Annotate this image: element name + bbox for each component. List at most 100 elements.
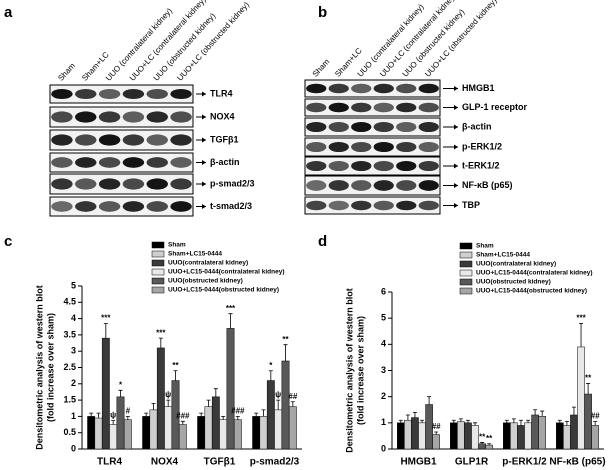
legend-label: UUO(obstructed kidney)	[476, 279, 551, 286]
band	[351, 83, 372, 94]
band	[98, 178, 121, 190]
legend-label: Sham+LC15-0444	[476, 252, 530, 259]
significance: #	[126, 407, 131, 416]
error-bar	[213, 388, 218, 397]
error-bar	[173, 370, 178, 381]
band	[98, 88, 121, 100]
bar	[116, 396, 125, 450]
bar	[101, 337, 110, 450]
error-bar	[290, 401, 295, 407]
y-axis-label: (fold increase over sham)	[45, 313, 55, 422]
significance: ###	[176, 411, 190, 420]
legend-swatch	[459, 251, 473, 259]
error-bar	[473, 422, 478, 426]
legend-swatch	[151, 250, 165, 258]
error-bar	[420, 419, 425, 423]
significance: ***	[101, 314, 111, 323]
y-tick-label: 5	[71, 280, 76, 290]
y-tick-label: 3	[71, 346, 76, 356]
y-tick-label: 1	[381, 417, 386, 427]
band	[418, 180, 439, 191]
significance: ##	[591, 412, 600, 421]
error-bar	[89, 412, 94, 417]
lane-label: Sham	[311, 57, 332, 79]
bar	[211, 396, 220, 450]
band	[75, 201, 97, 212]
arrow-head	[202, 114, 206, 120]
error-bar	[427, 396, 432, 405]
x-tick-label: TLR4	[97, 457, 122, 468]
y-tick-label: 1	[71, 411, 76, 421]
significance: **	[479, 433, 486, 442]
band	[328, 102, 349, 113]
error-bar	[111, 420, 116, 425]
band	[373, 141, 394, 153]
band	[418, 141, 439, 153]
bar	[397, 422, 405, 450]
band	[351, 121, 372, 133]
y-tick-label: 1.5	[63, 394, 76, 404]
arrow-head	[454, 124, 458, 130]
error-bar	[151, 402, 156, 410]
error-bar	[518, 419, 523, 426]
band	[170, 201, 192, 212]
arrow-head	[454, 203, 458, 208]
bar	[197, 416, 206, 450]
error-bar	[228, 313, 233, 329]
significance: **	[172, 361, 179, 370]
bar	[281, 360, 290, 450]
arrow-head	[454, 163, 458, 169]
y-tick-label: 0	[71, 443, 76, 453]
band	[373, 102, 394, 113]
arrow-head	[454, 105, 458, 110]
error-bar	[451, 419, 456, 423]
x-tick-label: NF-κB (p65)	[549, 457, 605, 468]
error-bar	[118, 389, 123, 397]
legend-swatch	[459, 278, 473, 286]
band-label: NF-κB (p65)	[462, 180, 513, 190]
y-tick-label: 2	[71, 378, 76, 388]
bar	[219, 419, 228, 450]
bar	[432, 434, 440, 450]
panel-label: a	[4, 4, 13, 21]
band	[146, 201, 168, 212]
error-bar	[103, 323, 108, 339]
band	[418, 200, 439, 211]
y-tick-label: 0.5	[63, 427, 76, 437]
error-bar	[434, 431, 439, 435]
band	[51, 157, 73, 168]
band	[98, 157, 121, 168]
band	[351, 180, 372, 191]
band	[122, 111, 145, 123]
legend-box	[457, 241, 605, 297]
band-label: NOX4	[210, 111, 235, 121]
bar	[517, 425, 525, 450]
error-bar	[480, 442, 485, 444]
x-tick-label: GLP1R	[455, 457, 489, 468]
band	[396, 160, 417, 172]
bar	[178, 424, 187, 450]
bar	[164, 406, 173, 450]
legend-swatch	[151, 268, 165, 276]
significance: ***	[226, 304, 236, 313]
band	[122, 201, 145, 212]
band-label: TGFβ1	[210, 134, 239, 144]
band	[396, 200, 417, 211]
bar	[478, 443, 486, 450]
band	[418, 160, 439, 172]
bar	[418, 422, 426, 450]
error-bar	[405, 414, 410, 421]
arrow-head	[202, 204, 206, 209]
significance: **	[282, 335, 289, 344]
legend-label: UUO+LC15-0444(contralateral kidney)	[168, 269, 285, 276]
band	[306, 121, 327, 133]
error-bar	[412, 411, 417, 418]
legend-label: Sham	[476, 243, 494, 250]
y-axis-label: Densitometric analysis of western blot	[344, 288, 354, 453]
error-bar	[276, 399, 281, 410]
bar	[233, 419, 242, 450]
band	[98, 134, 121, 146]
error-bar	[511, 418, 516, 423]
bar	[556, 422, 564, 450]
error-bar	[533, 409, 538, 415]
